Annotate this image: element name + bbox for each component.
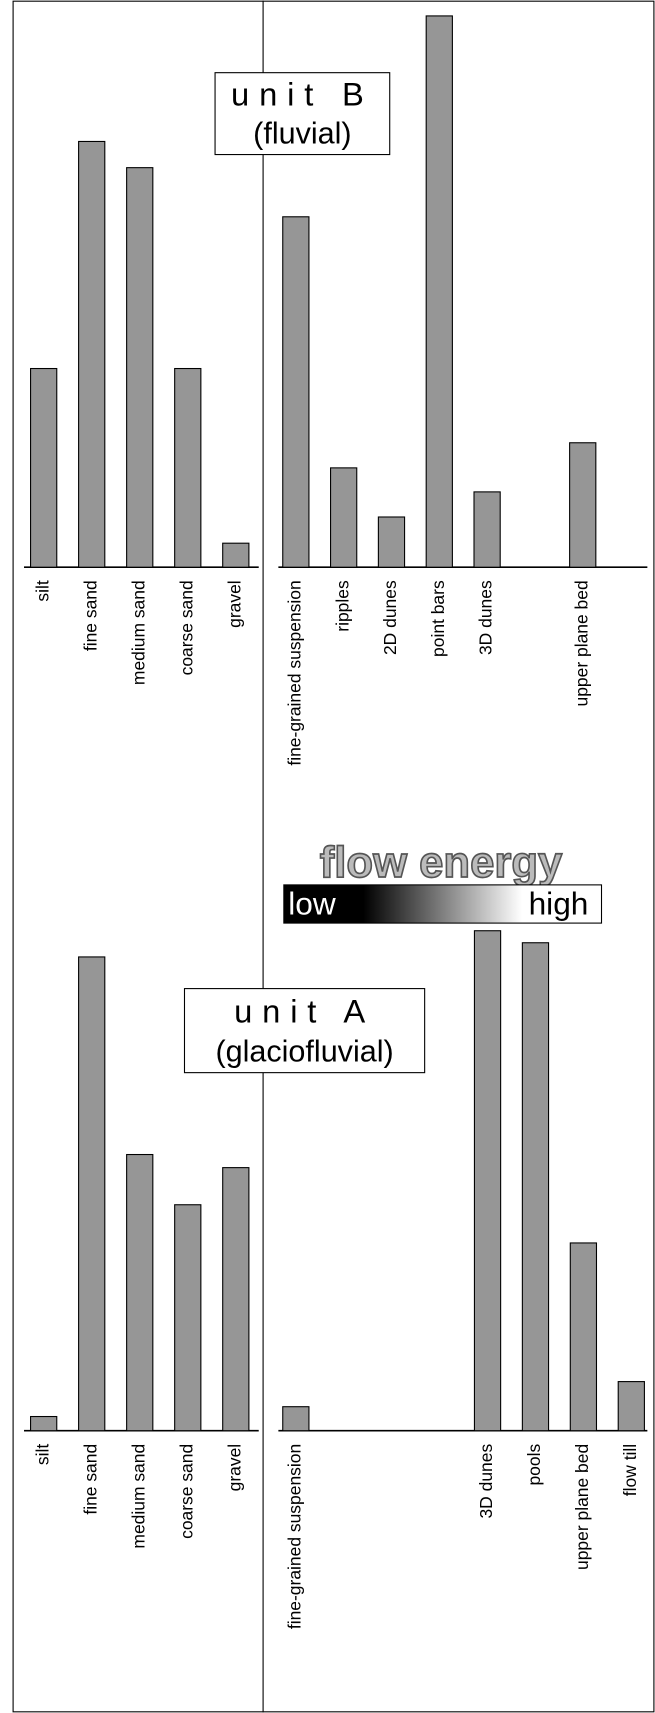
bar: [30, 1415, 58, 1432]
bar: [425, 15, 453, 568]
x-tick-label: 2D dunes: [380, 580, 400, 655]
x-tick-label: fine-grained suspension: [284, 1444, 304, 1629]
x-tick-label: point bars: [428, 580, 448, 657]
bar: [569, 442, 597, 568]
bar: [174, 1204, 202, 1432]
x-tick-label: fine-grained suspension: [284, 580, 304, 765]
bar: [174, 367, 202, 568]
x-tick-label: silt: [32, 580, 52, 601]
bar: [473, 930, 502, 1432]
x-tick-label: coarse sand: [176, 580, 196, 675]
legend-label: low: [288, 885, 336, 921]
annotation: (fluvial): [253, 117, 351, 151]
bar: [377, 516, 406, 568]
annotation: unit A: [234, 992, 375, 1029]
bar: [569, 1242, 598, 1432]
x-tick-label: gravel: [224, 580, 244, 628]
x-tick-label: upper plane bed: [571, 580, 591, 706]
bar: [126, 167, 154, 568]
x-tick-label: fine sand: [80, 1444, 100, 1515]
bar: [30, 367, 58, 568]
bar: [617, 1381, 645, 1432]
x-tick-label: medium sand: [128, 580, 148, 685]
annotation-box: [214, 72, 391, 156]
plots: silt fine sand medium sand coarse sand grave…: [24, 15, 648, 1629]
bar: [126, 1153, 154, 1432]
x-tick-label: 3D dunes: [476, 580, 496, 655]
x-tick-label: medium sand: [128, 1444, 148, 1549]
annotation: (glaciofluvial): [215, 1035, 393, 1069]
legend-title: flow energy: [320, 838, 563, 887]
x-tick-label: ripples: [332, 580, 352, 632]
bar: [521, 942, 550, 1432]
x-tick-label: pools: [524, 1444, 544, 1486]
x-tick-label: gravel: [224, 1444, 244, 1492]
x-tick-label: silt: [32, 1444, 52, 1465]
bar: [473, 491, 501, 568]
bar: [78, 956, 106, 1432]
legend-gradient: [283, 884, 603, 924]
x-tick-label: 3D dunes: [476, 1444, 496, 1519]
legend-label: high: [529, 885, 589, 921]
bar: [282, 216, 310, 568]
bar: [330, 467, 358, 568]
frame: [12, 0, 655, 1713]
x-tick-label: upper plane bed: [572, 1444, 592, 1570]
x-tick-label: fine sand: [80, 580, 100, 651]
x-tick-label: coarse sand: [176, 1444, 196, 1539]
x-tick-label: flow till: [620, 1444, 640, 1496]
bar: [78, 140, 106, 568]
bar: [222, 542, 250, 568]
annotation: unit B: [231, 75, 374, 112]
bar: [282, 1406, 310, 1432]
annotation-box: [183, 988, 426, 1074]
bar: [222, 1167, 250, 1432]
